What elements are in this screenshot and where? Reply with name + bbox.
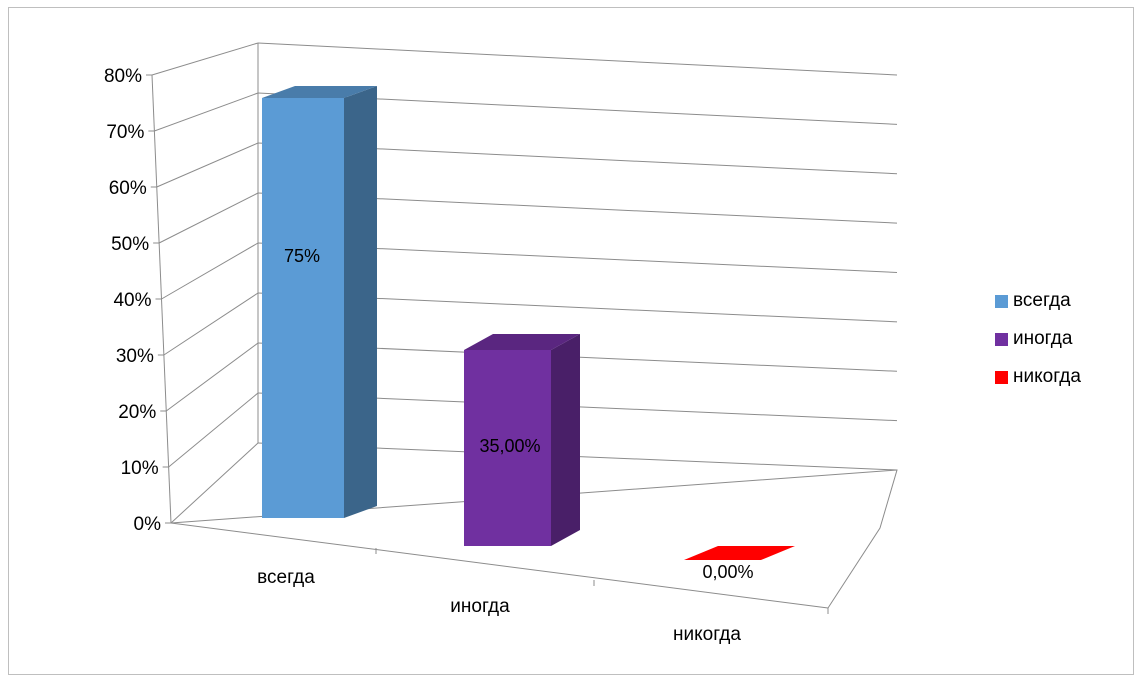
legend-label: никогда [1013, 366, 1081, 387]
legend-item: всегда [995, 282, 1081, 320]
gridline [257, 42, 898, 76]
data-label: 0,00% [702, 562, 753, 582]
side-wall-gridline [154, 92, 259, 132]
y-tick-label: 0% [134, 514, 162, 535]
side-wall-gridline [161, 242, 259, 300]
y-tick-label: 40% [113, 290, 151, 311]
y-tick-label: 20% [118, 402, 156, 423]
side-wall-gridline [158, 192, 259, 244]
data-label: 35,00% [479, 436, 540, 456]
legend-label: иногда [1013, 328, 1073, 349]
y-tick-label: 30% [116, 346, 154, 367]
side-wall-gridline [163, 292, 259, 356]
bar-2 [464, 334, 580, 546]
y-tick-label: 50% [111, 234, 149, 255]
bar-top-face [464, 334, 580, 350]
y-axis [151, 74, 172, 524]
x-category-label: всегда [257, 567, 315, 588]
bar-side-face [551, 334, 580, 546]
side-wall-gridline [165, 342, 259, 412]
side-wall-gridline [168, 392, 259, 468]
bar-side-face [344, 86, 377, 518]
y-tick-label: 60% [109, 178, 147, 199]
y-tick-label: 10% [121, 458, 159, 479]
legend-item: никогда [995, 358, 1081, 396]
data-label: 75% [284, 246, 320, 266]
y-tick-label: 80% [104, 66, 142, 87]
side-wall-gridline [151, 42, 259, 76]
bar-top-face [262, 86, 377, 98]
legend: всегда иногда никогда [995, 282, 1081, 396]
legend-swatch [995, 294, 1008, 308]
bar-3 [684, 546, 795, 560]
legend-label: всегда [1013, 290, 1071, 311]
side-wall-gridline [156, 142, 259, 188]
x-category-label: никогда [673, 624, 741, 645]
bar-top-face [684, 546, 795, 560]
bar-1 [262, 86, 377, 518]
legend-swatch [995, 332, 1008, 346]
legend-swatch [995, 370, 1008, 384]
bar-front-face [464, 350, 551, 546]
y-tick-label: 70% [106, 122, 144, 143]
x-axis [170, 522, 829, 609]
side-wall-gridline [170, 442, 259, 524]
x-category-label: иногда [450, 596, 510, 617]
bar-front-face [262, 98, 344, 518]
legend-item: иногда [995, 320, 1081, 358]
